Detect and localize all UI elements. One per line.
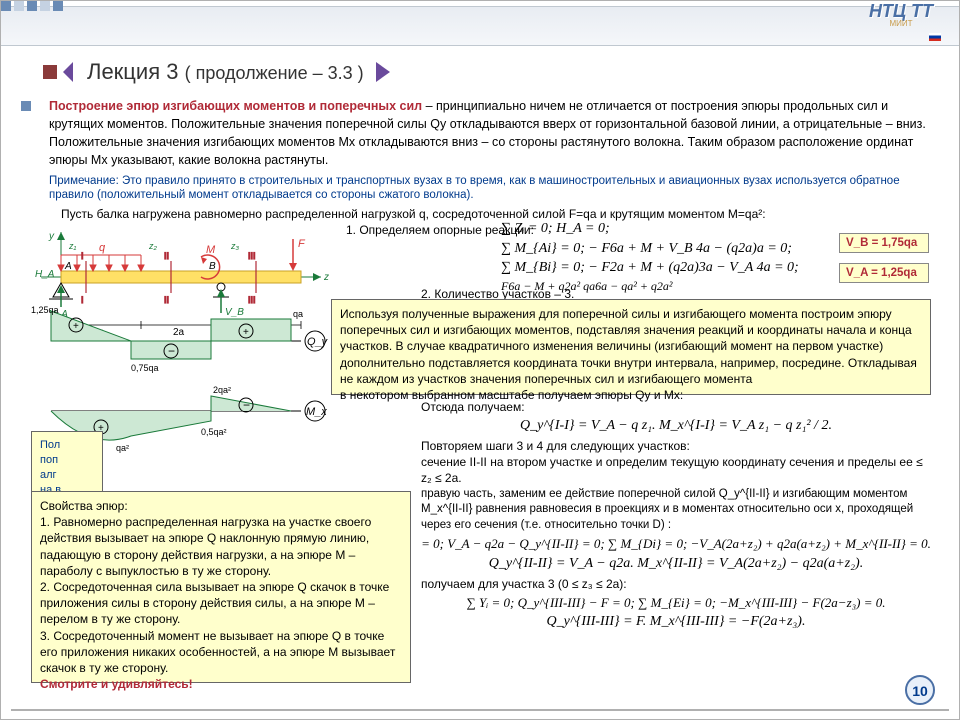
overlay-properties: Свойства эпюр: 1. Равномерно распределен… xyxy=(31,491,411,683)
bottom-rule xyxy=(11,709,949,711)
derivation-flow: Отсюда получаем: Q_y^{I-I} = V_A − q z₁.… xyxy=(421,399,931,634)
svg-text:A: A xyxy=(64,261,72,272)
lecture-label: Лекция 3 xyxy=(87,59,178,84)
svg-text:z₃: z₃ xyxy=(230,241,240,251)
svg-text:M_x: M_x xyxy=(306,406,327,418)
note-text: Примечание: Это правило принято в строит… xyxy=(49,174,939,204)
svg-text:II: II xyxy=(164,251,169,261)
props-title: Свойства эпюр: xyxy=(40,498,402,514)
svg-text:+: + xyxy=(73,321,79,332)
flow-text: Отсюда получаем: xyxy=(421,399,931,415)
props-item: 1. Равномерно распределенная нагрузка на… xyxy=(40,514,402,579)
svg-text:qa²: qa² xyxy=(116,443,129,453)
svg-text:H_A: H_A xyxy=(35,269,55,280)
svg-text:F: F xyxy=(298,238,306,250)
setup-text: Пусть балка нагружена равномерно распред… xyxy=(61,207,939,221)
svg-text:0,5qa²: 0,5qa² xyxy=(201,427,227,437)
flow-eq: = 0; V_A − q2a − Q_y^{II-II} = 0; ∑ M_{D… xyxy=(421,535,931,553)
svg-text:0,75qa: 0,75qa xyxy=(131,363,159,373)
logo-text: НТЦ ТТ xyxy=(861,3,941,19)
prev-icon[interactable] xyxy=(63,62,73,82)
flow-text: сечение II-II на втором участке и опреде… xyxy=(421,454,931,486)
page-number: 10 xyxy=(905,675,935,705)
next-icon[interactable] xyxy=(376,62,390,82)
svg-text:III: III xyxy=(248,251,256,261)
svg-text:−: − xyxy=(168,344,175,358)
flow-eq: Q_y^{II-II} = V_A − q2a. M_x^{II-II} = V… xyxy=(421,555,931,574)
svg-text:Q_y: Q_y xyxy=(307,336,329,348)
overlay-main: Используя полученные выражения для попер… xyxy=(331,299,931,395)
svg-text:z: z xyxy=(323,272,329,283)
intro-paragraph: Построение эпюр изгибающих моментов и по… xyxy=(49,97,939,170)
svg-text:2qa²: 2qa² xyxy=(213,385,231,395)
nav-row: Лекция 3 ( продолжение – 3.3 ) xyxy=(43,59,390,85)
svg-text:−: − xyxy=(243,398,250,412)
continuation: ( продолжение – 3.3 ) xyxy=(185,63,364,83)
svg-text:1,25qa: 1,25qa xyxy=(31,305,59,315)
flow-eq: ∑ Yᵢ = 0; Q_y^{III-III} − F = 0; ∑ M_{Ei… xyxy=(421,594,931,612)
overlay-main-text: Используя полученные выражения для попер… xyxy=(340,307,917,386)
flag-icon xyxy=(929,33,941,41)
intro-lead: Построение эпюр изгибающих моментов и по… xyxy=(49,99,422,113)
svg-text:qa: qa xyxy=(293,309,303,319)
eq-line: ∑ Zᵢ = 0; H_A = 0; xyxy=(501,219,799,239)
decorative-blocks xyxy=(1,1,63,11)
result-va: V_A = 1,25qa xyxy=(839,263,929,283)
svg-text:q: q xyxy=(99,242,106,254)
flow-text: правую часть, заменим ее действие попере… xyxy=(421,487,931,534)
svg-text:z₂: z₂ xyxy=(148,241,158,251)
svg-text:M: M xyxy=(206,244,216,256)
props-item: 2. Сосредоточенная сила вызывает на эпюр… xyxy=(40,579,402,628)
svg-text:y: y xyxy=(48,231,55,242)
result-vb: V_B = 1,75qa xyxy=(839,233,929,253)
equilibrium-equations: ∑ Zᵢ = 0; H_A = 0; ∑ M_{Ai} = 0; − F6a +… xyxy=(501,219,799,295)
logo: НТЦ ТТ МИИТ xyxy=(861,3,941,45)
header-stripe xyxy=(1,6,959,46)
flow-text: Повторяем шаги 3 и 4 для следующих участ… xyxy=(421,438,931,454)
svg-text:I: I xyxy=(81,251,84,261)
props-cta: Смотрите и удивляйтесь! xyxy=(40,676,402,692)
svg-text:B: B xyxy=(209,261,216,272)
flow-eq: Q_y^{III-III} = F. M_x^{III-III} = −F(2a… xyxy=(421,613,931,632)
svg-text:z₁: z₁ xyxy=(68,241,77,251)
stop-icon[interactable] xyxy=(43,65,57,79)
eq-line: ∑ M_{Ai} = 0; − F6a + M + V_B 4a − (q2a)… xyxy=(501,239,799,259)
flow-eq: Q_y^{I-I} = V_A − q z₁. M_x^{I-I} = V_A … xyxy=(421,417,931,436)
svg-text:+: + xyxy=(243,327,249,338)
lecture-title: Лекция 3 ( продолжение – 3.3 ) xyxy=(87,59,364,85)
eq-line: ∑ M_{Bi} = 0; − F2a + M + (q2a)3a − V_A … xyxy=(501,258,799,278)
flow-text: получаем для участка 3 (0 ≤ z₃ ≤ 2a): xyxy=(421,576,931,592)
props-item: 3. Сосредоточенный момент не вызывает на… xyxy=(40,628,402,677)
bullet-icon xyxy=(21,101,31,111)
